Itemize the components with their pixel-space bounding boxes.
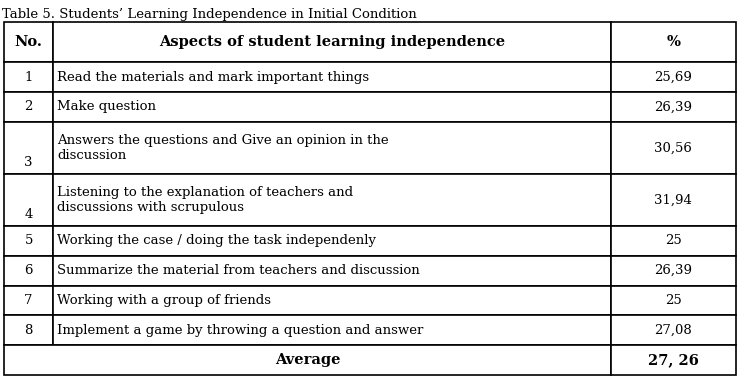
Text: %: % — [666, 35, 680, 49]
Bar — [54, 174, 611, 226]
Text: 27,08: 27,08 — [654, 324, 692, 337]
Bar — [4, 345, 611, 375]
Text: 25: 25 — [665, 294, 682, 307]
Text: 27, 26: 27, 26 — [648, 353, 699, 367]
Text: Aspects of student learning independence: Aspects of student learning independence — [159, 35, 506, 49]
Bar — [54, 62, 611, 92]
Bar — [4, 315, 54, 345]
Text: 26,39: 26,39 — [654, 100, 692, 113]
Bar — [611, 286, 736, 315]
Bar — [54, 122, 611, 174]
Bar — [611, 62, 736, 92]
Text: 25: 25 — [665, 234, 682, 247]
Bar — [611, 315, 736, 345]
Text: No.: No. — [15, 35, 43, 49]
Bar — [4, 286, 54, 315]
Text: Summarize the material from teachers and discussion: Summarize the material from teachers and… — [57, 264, 420, 277]
Bar — [611, 256, 736, 286]
Text: Implement a game by throwing a question and answer: Implement a game by throwing a question … — [57, 324, 424, 337]
Bar — [4, 92, 54, 122]
Text: Listening to the explanation of teachers and
discussions with scrupulous: Listening to the explanation of teachers… — [57, 186, 354, 214]
Bar — [4, 174, 54, 226]
Text: 30,56: 30,56 — [654, 141, 692, 154]
Text: 3: 3 — [24, 156, 33, 169]
Text: 7: 7 — [24, 294, 33, 307]
Bar — [4, 256, 54, 286]
Text: 25,69: 25,69 — [654, 71, 692, 84]
Bar — [4, 122, 54, 174]
Text: 26,39: 26,39 — [654, 264, 692, 277]
Text: 31,94: 31,94 — [654, 193, 692, 206]
Text: 4: 4 — [24, 208, 32, 221]
Text: Working the case / doing the task independenly: Working the case / doing the task indepe… — [57, 234, 377, 247]
Text: Working with a group of friends: Working with a group of friends — [57, 294, 271, 307]
Bar — [54, 256, 611, 286]
Bar — [4, 226, 54, 256]
Bar — [611, 92, 736, 122]
Bar — [54, 286, 611, 315]
Bar — [611, 122, 736, 174]
Text: 2: 2 — [24, 100, 32, 113]
Text: Table 5. Students’ Learning Independence in Initial Condition: Table 5. Students’ Learning Independence… — [2, 8, 416, 21]
Text: Answers the questions and Give an opinion in the
discussion: Answers the questions and Give an opinio… — [57, 134, 389, 162]
Bar — [54, 315, 611, 345]
Bar — [611, 174, 736, 226]
Text: 6: 6 — [24, 264, 33, 277]
Bar — [4, 22, 54, 62]
Text: Read the materials and mark important things: Read the materials and mark important th… — [57, 71, 369, 84]
Bar — [54, 226, 611, 256]
Bar — [611, 22, 736, 62]
Text: 5: 5 — [24, 234, 32, 247]
Bar — [611, 226, 736, 256]
Bar — [611, 345, 736, 375]
Text: Average: Average — [275, 353, 340, 367]
Text: 1: 1 — [24, 71, 32, 84]
Text: 8: 8 — [24, 324, 32, 337]
Bar — [4, 62, 54, 92]
Bar — [54, 92, 611, 122]
Text: Make question: Make question — [57, 100, 156, 113]
Bar — [54, 22, 611, 62]
